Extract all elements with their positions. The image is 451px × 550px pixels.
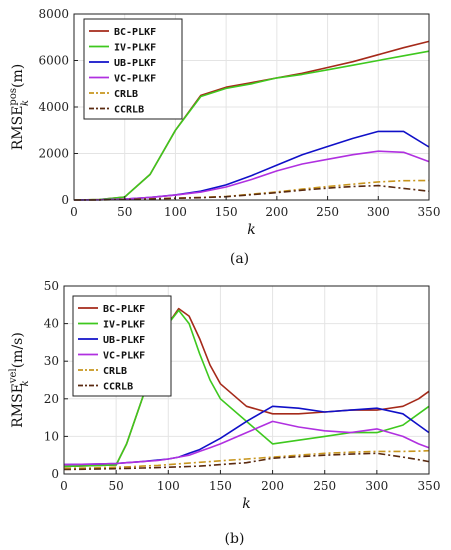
x-tick-label: 50 (109, 479, 124, 493)
y-tick-label: 50 (44, 279, 59, 293)
x-tick-label: 300 (365, 479, 388, 493)
legend-label-ccrlb: CCRLB (103, 382, 133, 393)
panel-caption: (a) (230, 251, 249, 267)
legend-label-bc-plkf: BC-PLKF (114, 27, 156, 38)
y-tick-label: 0 (51, 467, 59, 481)
legend-label-ccrlb: CCRLB (114, 105, 144, 116)
series-line-ub-plkf (63, 405, 430, 466)
series-line-crlb (63, 449, 430, 470)
x-tick-label: 150 (215, 205, 238, 219)
chart-panel-b: 0 50 100 150 200 250 300 350 0 10 20 30 40 50 k RMSEvel… (8, 279, 440, 547)
legend-label-iv-plkf: IV-PLKF (114, 43, 156, 54)
legend-label-crlb: CRLB (114, 89, 138, 100)
legend-label-crlb: CRLB (103, 366, 127, 377)
y-tick-label: 40 (44, 317, 59, 331)
y-tick-label: 10 (44, 429, 59, 443)
y-axis-label: RMSEvelk(m/s) (8, 332, 31, 428)
legend-label-ub-plkf: UB-PLKF (103, 335, 145, 346)
series-line-vc-plkf (73, 150, 430, 201)
legend-label-vc-plkf: VC-PLKF (114, 74, 156, 85)
x-tick-label: 50 (117, 205, 132, 219)
y-tick-label: 4000 (38, 100, 69, 114)
series-line-iv-plkf (63, 309, 430, 468)
y-tick-label: 2000 (38, 147, 69, 161)
x-tick-label: 100 (157, 479, 180, 493)
plot-area-frame (63, 285, 430, 475)
x-tick-label: 350 (418, 205, 441, 219)
y-tick-label: 8000 (38, 7, 69, 21)
panel-caption: (b) (225, 531, 245, 547)
legend: BC-PLKF IV-PLKF UB-PLKF VC-PLKF CRLB CCRLB (83, 18, 183, 120)
series-line-ccrlb (63, 452, 430, 471)
series-line-crlb (73, 179, 430, 201)
y-tick-label: 6000 (38, 54, 69, 68)
x-tick-label: 0 (60, 479, 68, 493)
chart-panel-a: 0 50 100 150 200 250 300 350 0 2000 4000 6000 8000 k R… (8, 7, 440, 267)
legend-label-iv-plkf: IV-PLKF (103, 320, 145, 331)
y-tick-label: 0 (61, 193, 69, 207)
series-line-vc-plkf (63, 420, 430, 466)
x-tick-label: 350 (418, 479, 441, 493)
legend-label-ub-plkf: UB-PLKF (114, 58, 156, 69)
x-tick-label: 150 (209, 479, 232, 493)
legend-label-bc-plkf: BC-PLKF (103, 304, 145, 315)
x-tick-label: 100 (164, 205, 187, 219)
legend-box (83, 18, 183, 120)
y-tick-label: 30 (44, 354, 59, 368)
series-line-iv-plkf (73, 50, 430, 201)
x-axis-label: k (247, 222, 255, 238)
legend-box (72, 295, 172, 397)
x-tick-label: 0 (70, 205, 78, 219)
legend-label-vc-plkf: VC-PLKF (103, 351, 145, 362)
y-axis-label: RMSEposk(m) (8, 64, 31, 151)
x-axis-label: k (242, 496, 250, 512)
x-tick-label: 300 (367, 205, 390, 219)
x-tick-label: 250 (313, 479, 336, 493)
series-line-ub-plkf (73, 130, 430, 201)
x-tick-label: 200 (265, 205, 288, 219)
x-tick-label: 250 (316, 205, 339, 219)
series-line-ccrlb (73, 184, 430, 201)
y-tick-label: 20 (44, 392, 59, 406)
x-tick-label: 200 (261, 479, 284, 493)
legend: BC-PLKF IV-PLKF UB-PLKF VC-PLKF CRLB CCRLB (72, 295, 172, 397)
